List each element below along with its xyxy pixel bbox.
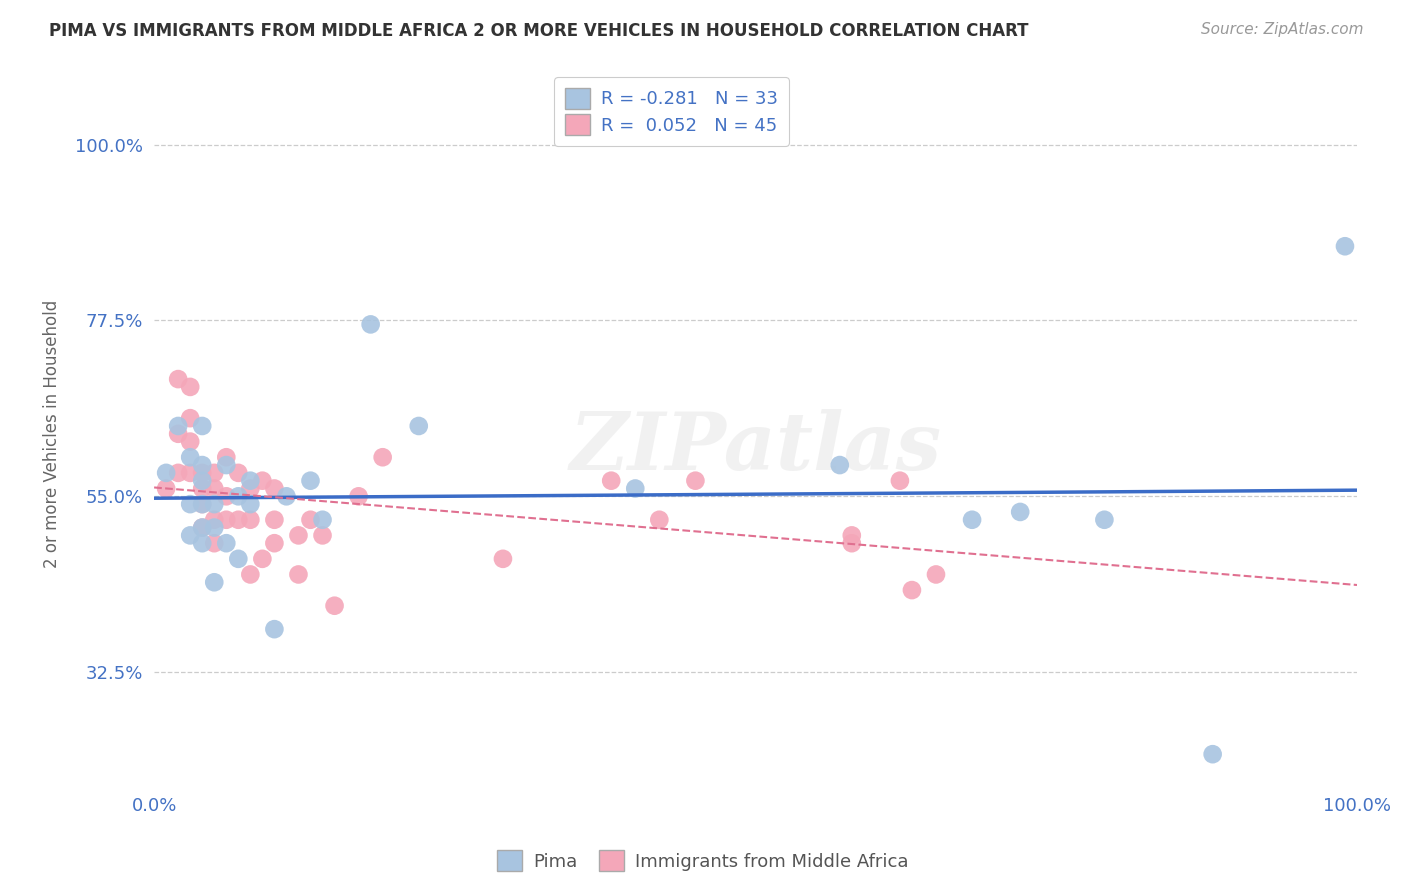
Point xyxy=(215,458,238,472)
Legend: R = -0.281   N = 33, R =  0.052   N = 45: R = -0.281 N = 33, R = 0.052 N = 45 xyxy=(554,77,789,146)
Point xyxy=(600,474,623,488)
Point xyxy=(202,520,225,534)
Point xyxy=(1334,239,1357,253)
Point xyxy=(263,513,285,527)
Point xyxy=(239,482,262,496)
Point xyxy=(252,474,274,488)
Point xyxy=(191,520,214,534)
Point xyxy=(624,482,647,496)
Point xyxy=(191,474,214,488)
Point xyxy=(202,513,225,527)
Point xyxy=(228,551,250,566)
Point xyxy=(228,489,250,503)
Point xyxy=(311,528,333,542)
Point xyxy=(371,450,394,465)
Point xyxy=(191,536,214,550)
Point xyxy=(239,567,262,582)
Point xyxy=(191,419,214,434)
Point xyxy=(167,419,190,434)
Point xyxy=(191,497,214,511)
Point xyxy=(155,466,177,480)
Point xyxy=(960,513,983,527)
Point xyxy=(828,458,851,472)
Point xyxy=(1092,513,1115,527)
Point xyxy=(179,466,201,480)
Point xyxy=(1201,747,1223,762)
Text: Source: ZipAtlas.com: Source: ZipAtlas.com xyxy=(1201,22,1364,37)
Point xyxy=(228,513,250,527)
Point xyxy=(889,474,911,488)
Point xyxy=(215,513,238,527)
Point xyxy=(299,513,322,527)
Point xyxy=(287,567,309,582)
Point xyxy=(1010,505,1032,519)
Point xyxy=(202,497,225,511)
Point xyxy=(323,599,346,613)
Point xyxy=(492,551,515,566)
Point xyxy=(276,489,298,503)
Point xyxy=(179,497,201,511)
Point xyxy=(263,482,285,496)
Point xyxy=(648,513,671,527)
Point xyxy=(191,466,214,480)
Point xyxy=(179,411,201,425)
Point xyxy=(360,318,382,332)
Point xyxy=(299,474,322,488)
Point xyxy=(202,575,225,590)
Point xyxy=(155,482,177,496)
Point xyxy=(191,497,214,511)
Point xyxy=(263,536,285,550)
Point xyxy=(901,583,924,598)
Point xyxy=(179,380,201,394)
Point xyxy=(215,536,238,550)
Point xyxy=(179,434,201,449)
Point xyxy=(287,528,309,542)
Point xyxy=(347,489,370,503)
Point xyxy=(191,458,214,472)
Y-axis label: 2 or more Vehicles in Household: 2 or more Vehicles in Household xyxy=(44,300,60,568)
Point xyxy=(239,474,262,488)
Point xyxy=(685,474,707,488)
Point xyxy=(311,513,333,527)
Point xyxy=(191,482,214,496)
Point xyxy=(179,450,201,465)
Point xyxy=(841,528,863,542)
Point xyxy=(179,528,201,542)
Point xyxy=(252,551,274,566)
Point xyxy=(215,489,238,503)
Point xyxy=(202,482,225,496)
Text: PIMA VS IMMIGRANTS FROM MIDDLE AFRICA 2 OR MORE VEHICLES IN HOUSEHOLD CORRELATIO: PIMA VS IMMIGRANTS FROM MIDDLE AFRICA 2 … xyxy=(49,22,1029,40)
Point xyxy=(167,372,190,386)
Point xyxy=(191,520,214,534)
Point xyxy=(841,536,863,550)
Point xyxy=(228,466,250,480)
Point xyxy=(408,419,430,434)
Point xyxy=(925,567,948,582)
Point xyxy=(202,536,225,550)
Point xyxy=(263,622,285,636)
Point xyxy=(167,466,190,480)
Text: ZIPatlas: ZIPatlas xyxy=(569,409,942,487)
Point xyxy=(239,513,262,527)
Legend: Pima, Immigrants from Middle Africa: Pima, Immigrants from Middle Africa xyxy=(489,843,917,879)
Point xyxy=(239,497,262,511)
Point xyxy=(202,466,225,480)
Point xyxy=(215,450,238,465)
Point xyxy=(167,426,190,441)
